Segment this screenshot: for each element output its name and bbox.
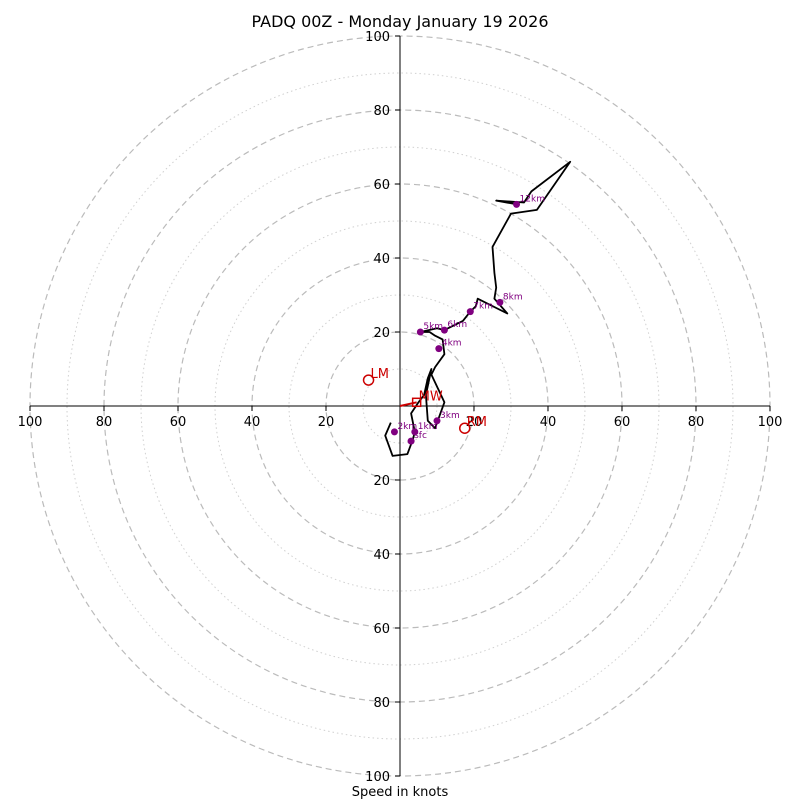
height-dot xyxy=(433,417,441,425)
height-dot xyxy=(496,298,504,306)
height-point-1km: 1km xyxy=(411,422,438,436)
x-tick-label: 40 xyxy=(540,415,557,430)
x-tick-label: 60 xyxy=(170,415,187,430)
height-point-6km: 6km xyxy=(440,320,467,334)
height-dot xyxy=(416,328,424,336)
marker-rm: RM xyxy=(459,415,487,434)
hodograph-trace xyxy=(384,160,572,457)
y-tick-label: 20 xyxy=(373,326,390,341)
height-point-8km: 8km xyxy=(496,292,523,306)
storm-motion-symbol xyxy=(362,374,375,386)
height-label: 4km xyxy=(442,339,462,349)
height-point-5km: 5km xyxy=(416,322,443,336)
x-tick-label: 20 xyxy=(318,415,335,430)
height-dot xyxy=(440,326,448,334)
height-label: 8km xyxy=(503,292,523,302)
height-point-12km: 12km xyxy=(513,194,545,208)
y-tick-label: 80 xyxy=(373,104,390,119)
mean-wind-arrow xyxy=(399,401,417,407)
height-label: sfc xyxy=(414,431,427,441)
x-tick-label: 40 xyxy=(244,415,261,430)
height-dot xyxy=(411,428,419,436)
tick-labels: 100 80 60 40 20 20 40 60 80 100204060801002040608… xyxy=(18,30,783,785)
y-tick-label: 100 xyxy=(365,30,390,45)
y-tick-label: 100 xyxy=(365,770,390,785)
y-tick-label: 60 xyxy=(373,622,390,637)
y-tick-label: 80 xyxy=(373,696,390,711)
height-point-4km: 4km xyxy=(435,339,462,353)
y-tick-label: 20 xyxy=(373,474,390,489)
y-tick-label: 40 xyxy=(373,548,390,563)
height-label: 1km xyxy=(418,422,438,432)
height-point-7km: 7km xyxy=(466,302,493,316)
height-label: 12km xyxy=(520,194,545,204)
storm-motion-symbol xyxy=(459,422,471,434)
marker-label: MW xyxy=(419,389,443,404)
height-label: 3km xyxy=(440,411,460,421)
marker-label: RM xyxy=(467,415,487,430)
height-label: 7km xyxy=(473,302,493,312)
height-label: 6km xyxy=(447,320,467,330)
height-label: 2km xyxy=(397,422,417,432)
mean-wind-symbol xyxy=(411,397,422,408)
height-dot xyxy=(435,345,443,353)
x-tick-label: 100 xyxy=(758,415,783,430)
height-point-sfc: sfc xyxy=(407,431,427,445)
x-axis-label: Speed in knots xyxy=(352,785,449,800)
height-point-2km: 2km xyxy=(390,422,417,436)
chart-title: PADQ 00Z - Monday January 19 2026 xyxy=(252,12,549,31)
storm-motion-markers: LM RM MW xyxy=(362,367,487,434)
marker-mw: MW xyxy=(399,389,443,408)
y-tick-label: 60 xyxy=(373,178,390,193)
x-tick-label: 100 xyxy=(18,415,43,430)
marker-label: LM xyxy=(371,367,389,382)
height-label: 5km xyxy=(423,322,443,332)
height-dot xyxy=(407,437,415,445)
height-dot xyxy=(513,200,521,208)
height-point-3km: 3km xyxy=(433,411,460,425)
height-dot xyxy=(390,428,398,436)
wind-trace-line xyxy=(384,160,572,457)
x-tick-label: 80 xyxy=(96,415,113,430)
height-dot xyxy=(466,308,474,316)
x-tick-label: 80 xyxy=(688,415,705,430)
x-tick-label: 60 xyxy=(614,415,631,430)
y-tick-label: 40 xyxy=(373,252,390,267)
marker-lm: LM xyxy=(362,367,389,386)
